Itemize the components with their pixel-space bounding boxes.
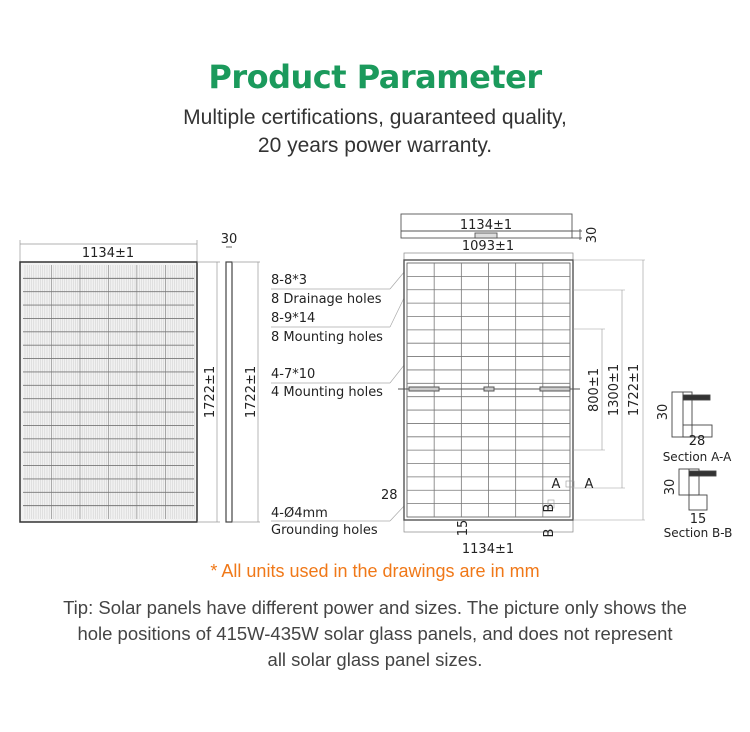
section-bb-height: 30	[663, 479, 678, 496]
top-width-label: 1134±1	[460, 218, 512, 233]
front-height-label: 1722±1	[203, 366, 218, 418]
side-height-label: 1722±1	[244, 366, 259, 418]
subtitle-line-2: 20 years power warranty.	[257, 134, 493, 157]
front-view	[19, 240, 220, 523]
front-width-label: 1134±1	[82, 246, 134, 261]
dim-15-label: 15	[456, 520, 471, 537]
side-thickness-label: 30	[221, 232, 238, 247]
section-aa-width: 28	[689, 434, 706, 449]
grounding-size: 4-Ø4mm	[271, 506, 328, 521]
section-b-top: B	[542, 504, 557, 513]
dim-28-label: 28	[381, 488, 398, 503]
callout-leaders	[271, 270, 406, 522]
inner-width-label: 1093±1	[462, 239, 514, 254]
side-view	[225, 246, 260, 523]
section-a-right: A	[585, 477, 594, 492]
dim-1300-label: 1300±1	[607, 364, 622, 416]
dim-800-label: 800±1	[587, 368, 602, 412]
tip-line-3: all solar glass panel sizes.	[267, 649, 483, 670]
section-bb-drawing	[678, 468, 717, 511]
section-aa-label: Section A-A	[663, 450, 732, 464]
section-aa-drawing	[671, 391, 713, 438]
page-title: Product Parameter	[208, 58, 542, 96]
top-view	[400, 213, 582, 240]
subtitle-line-1: Multiple certifications, guaranteed qual…	[183, 106, 567, 129]
units-note: * All units used in the drawings are in …	[210, 561, 540, 581]
mounting4-size: 4-7*10	[271, 367, 315, 382]
section-a-left: A	[552, 477, 561, 492]
bottom-width-label: 1134±1	[462, 542, 514, 557]
tip-line-1: Tip: Solar panels have different power a…	[63, 597, 687, 618]
back-view	[398, 252, 645, 533]
grounding-label: Grounding holes	[271, 523, 378, 538]
mounting4-label: 4 Mounting holes	[271, 385, 383, 400]
section-b-bottom: B	[542, 529, 557, 538]
mounting-size: 8-9*14	[271, 311, 315, 326]
mounting-label: 8 Mounting holes	[271, 330, 383, 345]
tip-line-2: hole positions of 415W-435W solar glass …	[77, 623, 673, 644]
section-aa-height: 30	[656, 404, 671, 421]
top-thickness-label: 30	[585, 227, 600, 244]
drainage-size: 8-8*3	[271, 273, 307, 288]
section-bb-label: Section B-B	[664, 526, 733, 540]
panel-drawing: 1134±1 1722±1 30 1722±1 8-8*3 8 Drainage…	[19, 213, 733, 557]
drainage-label: 8 Drainage holes	[271, 292, 382, 307]
section-bb-width: 15	[690, 512, 707, 527]
dim-1722-label: 1722±1	[627, 364, 642, 416]
